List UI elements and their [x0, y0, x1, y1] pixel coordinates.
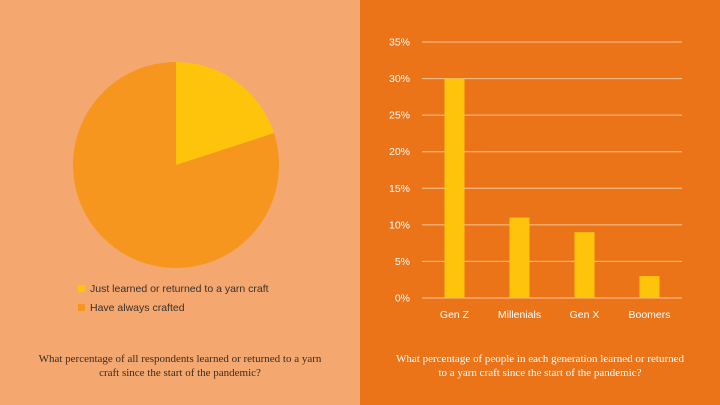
y-tick-label: 30% [389, 73, 410, 85]
legend-swatch-yellow [78, 285, 85, 292]
bar-gen-x [574, 232, 595, 298]
legend-label-learned: Just learned or returned to a yarn craft [90, 282, 269, 295]
y-tick-label: 35% [389, 37, 410, 49]
legend-item-learned: Just learned or returned to a yarn craft [78, 279, 269, 298]
y-tick-label: 5% [395, 256, 410, 268]
pie-panel: Just learned or returned to a yarn craft… [0, 0, 360, 405]
x-tick-label: Gen Z [440, 309, 470, 321]
bar-chart: 0% 5% 10% 15% 20% 25% 30% 35% Gen Z Millenials Gen… [389, 37, 682, 321]
bar-gen-z [444, 78, 465, 298]
x-tick-label: Boomers [628, 309, 670, 321]
y-tick-label: 15% [389, 183, 410, 195]
y-tick-label: 10% [389, 219, 410, 231]
bar-boomers [639, 276, 660, 298]
legend-label-always: Have always crafted [90, 301, 185, 314]
bar-millenials [509, 217, 530, 298]
pie-slice-learned [176, 62, 274, 165]
pie-caption: What percentage of all respondents learn… [38, 353, 322, 380]
pie-legend: Just learned or returned to a yarn craft… [78, 279, 269, 317]
legend-swatch-orange [78, 304, 85, 311]
pie-chart [72, 62, 279, 269]
y-tick-label: 25% [389, 110, 410, 122]
legend-item-always: Have always crafted [78, 298, 269, 317]
y-tick-label: 20% [389, 146, 410, 158]
bar-panel: 0% 5% 10% 15% 20% 25% 30% 35% Gen Z Millenials Gen… [360, 0, 720, 405]
y-tick-label: 0% [395, 293, 410, 305]
bar-caption: What percentage of people in each genera… [396, 353, 684, 380]
pie-slice-always [72, 62, 279, 269]
x-tick-label: Gen X [570, 309, 600, 321]
x-tick-label: Millenials [498, 309, 541, 321]
